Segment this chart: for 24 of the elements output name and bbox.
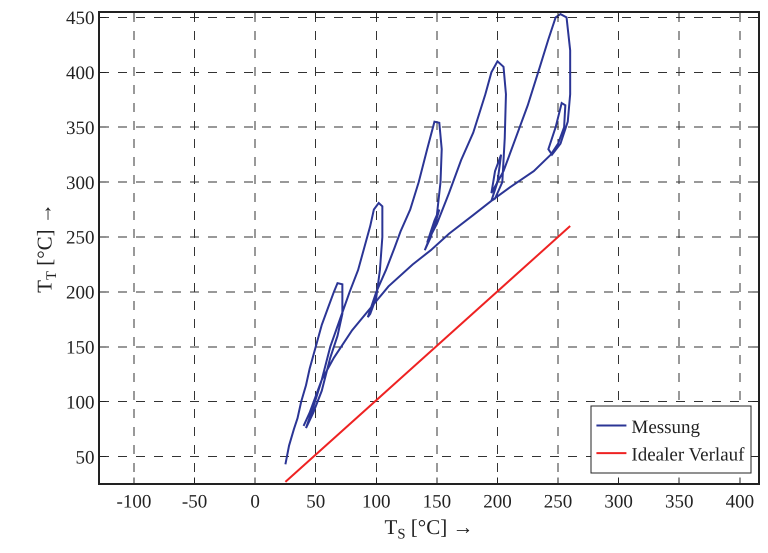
y-tick-label: 250 (66, 228, 94, 249)
x-tick-label: 200 (483, 492, 512, 513)
y-tick-label: 100 (66, 392, 94, 414)
y-tick-label: 300 (66, 172, 94, 194)
x-tick-label: 150 (422, 492, 452, 513)
x-tick-label: 300 (604, 492, 633, 513)
line-series (284, 13, 572, 466)
y-tick-label: 350 (66, 118, 94, 139)
x-tick-label: 0 (250, 492, 260, 513)
y-tick-label: 200 (66, 282, 94, 304)
x-tick-label: 400 (726, 492, 754, 513)
x-tick-label: 350 (664, 492, 694, 513)
x-tick-label: 250 (544, 492, 572, 513)
y-tick-label: 400 (66, 62, 94, 84)
x-tick-label: 50 (306, 492, 326, 513)
y-tick-label: 150 (66, 337, 94, 358)
x-tick-label: 100 (362, 492, 391, 513)
legend-label: Idealer Verlauf (631, 444, 746, 466)
x-tick-label: -50 (182, 492, 208, 513)
x-tick-label: -100 (116, 492, 152, 513)
y-tick-label: 450 (66, 8, 94, 30)
x-axis-title: T$_{S}$ [°C] → (384, 515, 474, 543)
y-tick-label: 50 (75, 447, 94, 468)
legend-label: Messung (631, 416, 701, 438)
